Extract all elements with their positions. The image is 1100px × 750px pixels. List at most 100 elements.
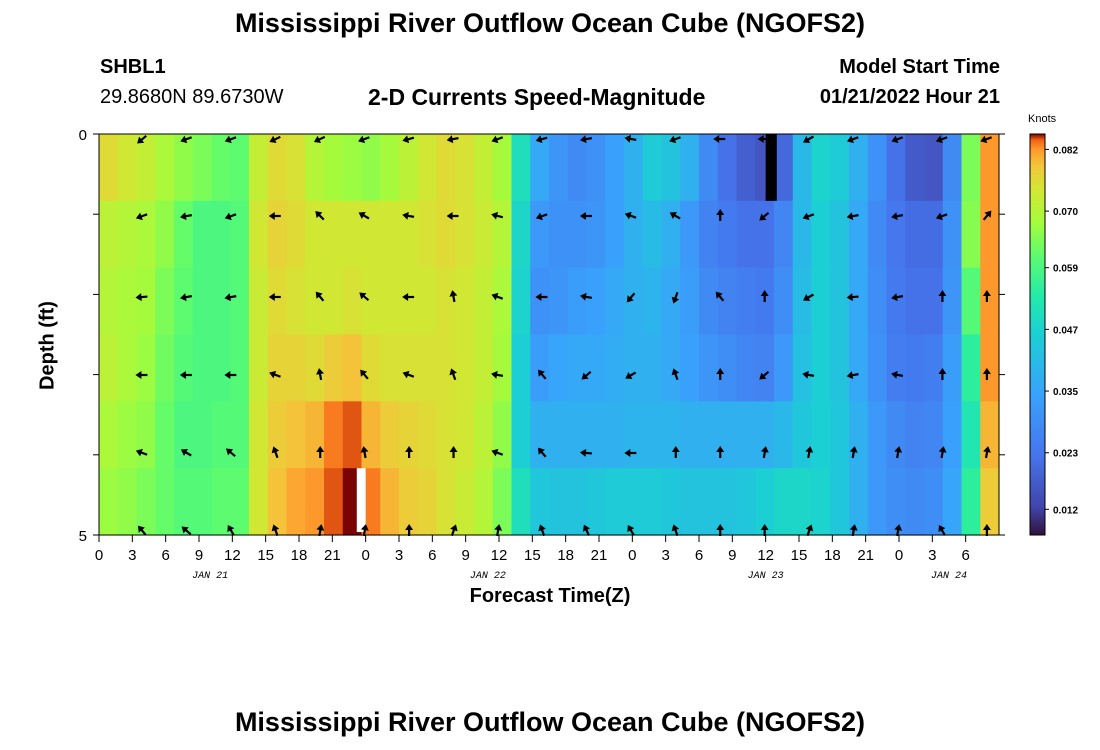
vector-head xyxy=(224,135,232,144)
heatmap-cell xyxy=(980,401,1000,469)
heatmap-cell xyxy=(717,134,738,202)
current-vector xyxy=(181,526,192,536)
vector-head xyxy=(759,213,767,221)
vector-head xyxy=(405,524,414,530)
heatmap-cell xyxy=(717,401,738,469)
current-vector xyxy=(759,370,770,380)
vector-head xyxy=(891,212,898,221)
heatmap-cell xyxy=(361,468,381,536)
x-tick-label: 12 xyxy=(224,547,241,564)
vector-head xyxy=(491,211,499,220)
current-vector xyxy=(402,370,415,379)
heatmap-cell xyxy=(117,200,138,269)
heatmap-cell xyxy=(942,134,963,202)
heatmap-cell xyxy=(567,334,588,402)
heatmap-cell xyxy=(399,468,419,536)
current-vector xyxy=(759,211,770,221)
heatmap-cell xyxy=(361,401,381,469)
vector-head xyxy=(316,368,324,375)
heatmap-cell xyxy=(830,200,850,269)
vector-head xyxy=(181,526,189,534)
vector-head xyxy=(716,368,725,374)
current-vector xyxy=(671,524,680,537)
current-vector xyxy=(625,371,637,379)
current-vector xyxy=(671,291,680,304)
current-vector xyxy=(446,135,459,144)
heatmap-cell xyxy=(192,401,213,469)
heatmap-cell xyxy=(605,401,625,469)
day-label: JAN 22 xyxy=(470,571,506,582)
heatmap-cell xyxy=(886,267,906,336)
vector-head xyxy=(624,134,632,143)
heatmap-cell xyxy=(511,267,531,336)
heatmap-cell xyxy=(605,200,625,269)
heatmap-cell xyxy=(230,468,250,536)
x-tick-label: 3 xyxy=(395,547,403,564)
heatmap-cell xyxy=(605,334,625,402)
current-vector xyxy=(224,371,237,379)
heatmap-cell xyxy=(886,334,906,402)
vector-head xyxy=(891,370,898,379)
vector-head xyxy=(179,293,187,302)
heatmap-cell xyxy=(511,401,531,469)
heatmap-cell xyxy=(492,468,513,536)
heatmap-cell xyxy=(567,468,588,536)
current-vector xyxy=(891,293,904,302)
current-vector xyxy=(227,524,235,536)
heatmap-cell xyxy=(492,200,513,269)
vector-head xyxy=(579,448,587,457)
heatmap-cell xyxy=(267,334,288,402)
x-tick-label: 18 xyxy=(557,547,574,564)
heatmap-cell xyxy=(549,334,569,402)
current-vector xyxy=(402,135,415,144)
heatmap-cell xyxy=(942,334,963,402)
current-vector xyxy=(446,212,459,220)
vector-head xyxy=(579,292,587,301)
current-vector xyxy=(669,212,681,220)
current-vector xyxy=(137,525,147,536)
heatmap-cell xyxy=(586,401,606,469)
current-vector xyxy=(449,368,457,381)
vector-head xyxy=(449,290,458,297)
heatmap-cell xyxy=(980,200,1000,269)
x-tick-label: 15 xyxy=(524,547,541,564)
heatmap-cell xyxy=(192,200,213,269)
heatmap-cell xyxy=(811,134,831,202)
vector-head xyxy=(315,291,323,299)
current-vector xyxy=(405,446,414,458)
current-vector xyxy=(669,135,681,144)
station-coords: 29.8680N 89.6730W xyxy=(100,86,284,108)
heatmap-cell xyxy=(192,334,213,402)
vector-head xyxy=(849,524,858,531)
current-vector xyxy=(579,292,593,301)
heatmap-cell xyxy=(755,334,775,402)
heatmap-cell xyxy=(980,468,1000,536)
chart-title: Mississippi River Outflow Ocean Cube (NG… xyxy=(234,8,866,38)
vector-head xyxy=(624,449,631,457)
heatmap-cell xyxy=(417,134,438,202)
heatmap-cell xyxy=(624,334,644,402)
current-vector xyxy=(980,135,992,144)
vector-head xyxy=(180,449,189,456)
heatmap-cell xyxy=(717,334,738,402)
heatmap-cell xyxy=(661,267,681,336)
current-vector xyxy=(624,211,637,220)
vector-head xyxy=(757,135,764,143)
heatmap-cell xyxy=(567,401,588,469)
heatmap-cell xyxy=(792,468,813,536)
heatmap-cell xyxy=(211,334,231,402)
current-vector xyxy=(624,134,637,143)
current-vector xyxy=(491,370,504,379)
heatmap-cell xyxy=(211,134,231,202)
current-vector xyxy=(757,135,770,143)
heatmap-cell xyxy=(380,401,400,469)
heatmap-cell xyxy=(849,334,869,402)
heatmap-cell xyxy=(530,200,550,269)
vector-head xyxy=(935,135,943,144)
x-tick-label: 21 xyxy=(324,547,341,564)
vector-head xyxy=(491,448,499,457)
heatmap-cell xyxy=(867,200,888,269)
heatmap-cell xyxy=(717,200,738,269)
x-tick-label: 6 xyxy=(695,547,703,564)
x-tick-label: 9 xyxy=(728,547,736,564)
